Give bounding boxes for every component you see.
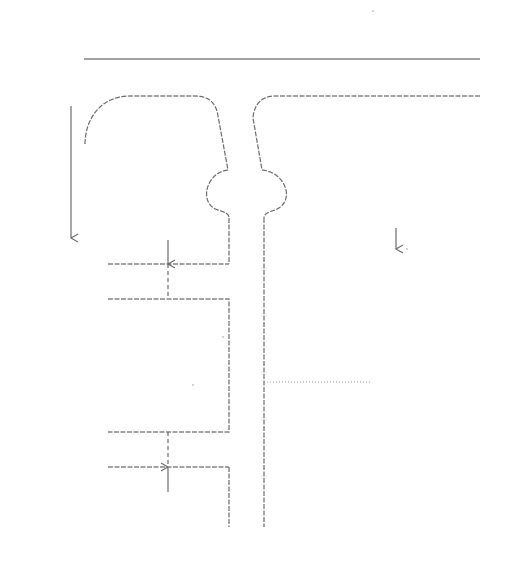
speck-mark	[222, 336, 224, 338]
speck-mark	[192, 384, 194, 386]
central-junction-right	[261, 169, 287, 219]
central-junction-left	[206, 169, 230, 219]
right-curved-branch	[252, 95, 480, 171]
left-curved-branch	[84, 95, 229, 171]
right-arrow-dot	[406, 248, 408, 250]
middle-box	[108, 298, 230, 433]
speck-mark	[372, 10, 374, 12]
